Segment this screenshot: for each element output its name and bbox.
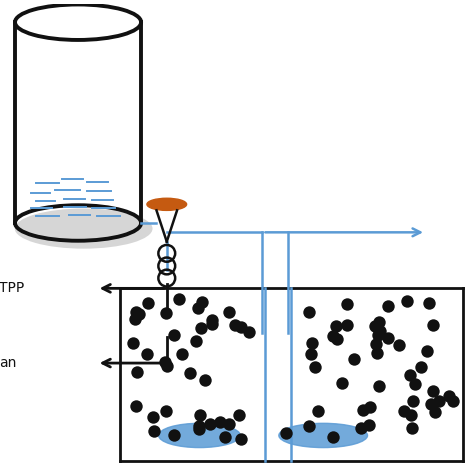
Point — [130, 339, 137, 347]
Point — [395, 342, 402, 349]
Point — [373, 349, 381, 357]
Point — [178, 350, 186, 358]
Point — [143, 350, 151, 358]
Point — [384, 335, 392, 342]
Point — [237, 435, 245, 443]
Point — [357, 425, 365, 432]
Ellipse shape — [159, 423, 240, 447]
Point — [333, 336, 341, 343]
Point — [344, 321, 351, 329]
Point — [350, 356, 358, 363]
Point — [135, 310, 143, 318]
Point — [201, 376, 209, 383]
Point — [431, 408, 438, 416]
Point — [231, 321, 238, 328]
Point — [365, 422, 373, 429]
Point — [163, 362, 170, 370]
Ellipse shape — [15, 209, 153, 249]
Point — [305, 308, 313, 316]
Point — [308, 339, 316, 347]
Point — [409, 397, 417, 405]
Point — [308, 350, 315, 357]
Point — [406, 371, 414, 379]
Point — [375, 382, 383, 390]
Point — [282, 429, 290, 437]
Point — [427, 400, 435, 408]
Point — [332, 323, 339, 330]
Point — [329, 332, 337, 340]
Point — [246, 328, 253, 336]
Point — [435, 398, 443, 405]
Point — [360, 406, 367, 414]
Point — [208, 316, 216, 324]
Point — [374, 331, 382, 339]
Point — [407, 411, 414, 419]
Point — [133, 369, 141, 376]
Point — [329, 433, 337, 441]
Point — [206, 420, 214, 428]
Point — [401, 407, 408, 415]
Point — [194, 304, 202, 312]
Point — [235, 411, 243, 419]
Point — [226, 420, 233, 428]
Point — [217, 418, 224, 426]
Point — [314, 407, 321, 414]
Point — [425, 300, 433, 307]
Point — [237, 323, 245, 331]
Point — [196, 422, 203, 430]
Point — [163, 408, 170, 415]
Point — [198, 298, 206, 306]
Point — [197, 411, 204, 419]
Point — [429, 387, 437, 395]
Point — [445, 392, 453, 400]
Point — [131, 315, 139, 323]
Point — [170, 432, 178, 439]
Point — [338, 380, 346, 387]
Point — [366, 403, 374, 411]
Point — [221, 433, 229, 441]
Point — [449, 397, 457, 405]
Ellipse shape — [147, 198, 187, 210]
Point — [375, 319, 383, 326]
Point — [144, 299, 152, 307]
Point — [344, 300, 351, 308]
Point — [187, 370, 194, 377]
Point — [132, 402, 139, 410]
Point — [132, 308, 140, 316]
Point — [192, 337, 200, 345]
Point — [175, 295, 183, 303]
Point — [150, 427, 158, 435]
Point — [209, 320, 216, 328]
Point — [195, 425, 203, 433]
Text: TPP: TPP — [0, 282, 24, 295]
Point — [197, 325, 205, 332]
Point — [171, 331, 178, 339]
Point — [162, 309, 170, 316]
Point — [409, 424, 416, 432]
Point — [418, 364, 425, 371]
Point — [376, 327, 384, 335]
Point — [429, 321, 437, 328]
Point — [403, 298, 411, 305]
Point — [372, 341, 380, 348]
Ellipse shape — [279, 423, 367, 447]
Point — [371, 323, 379, 330]
Point — [384, 303, 392, 310]
Point — [424, 347, 431, 355]
Point — [225, 308, 233, 316]
Point — [149, 413, 157, 421]
Point — [312, 363, 319, 371]
Point — [161, 358, 168, 366]
Text: an: an — [0, 356, 16, 370]
Point — [411, 380, 419, 388]
Point — [305, 422, 313, 430]
